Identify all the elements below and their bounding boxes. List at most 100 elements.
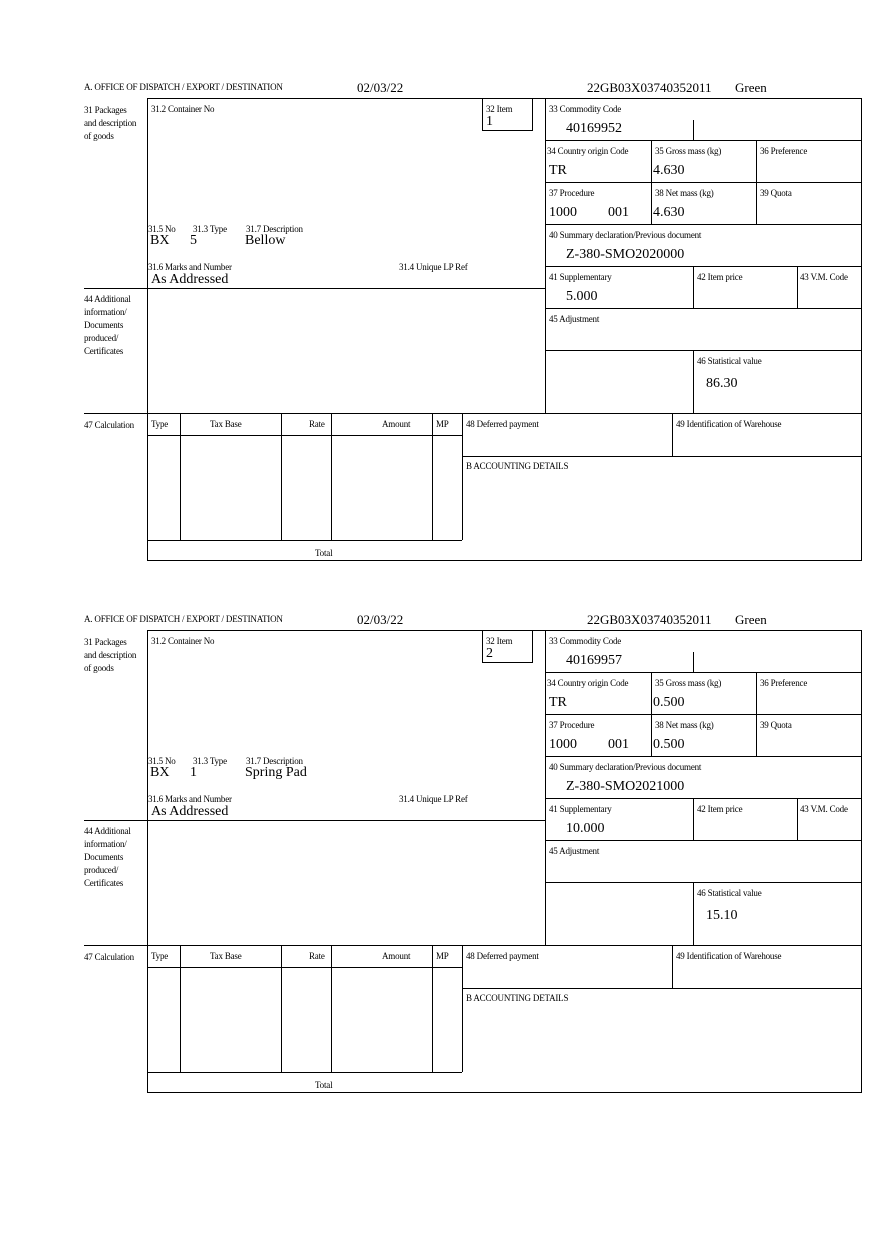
calculation-label: 47 Calculation (84, 420, 134, 430)
package-type: 1 (190, 765, 197, 780)
item-declaration-block: A. OFFICE OF DISPATCH / EXPORT / DESTINA… (0, 76, 882, 561)
rule (462, 413, 463, 540)
summary-declaration: Z-380-SMO2021000 (566, 779, 685, 794)
rule (331, 413, 332, 540)
package-no: BX (150, 233, 170, 248)
net-mass-label: 38 Net mass (kg) (655, 188, 714, 198)
procedure-suffix: 001 (608, 737, 629, 752)
dotted-rule (545, 882, 546, 945)
net-mass-label: 38 Net mass (kg) (655, 720, 714, 730)
procedure-code: 1000 (549, 737, 577, 752)
rule (672, 413, 673, 456)
total-label: Total (315, 548, 333, 558)
total-label: Total (315, 1080, 333, 1090)
rule (147, 630, 862, 631)
summary-declaration: Z-380-SMO2020000 (566, 247, 685, 262)
rule (147, 630, 148, 1092)
amount-column-header: Amount (382, 419, 411, 429)
reference-number: 22GB03X03740352011 (587, 80, 712, 95)
rule (432, 413, 433, 540)
rule (281, 413, 282, 540)
vm-code-label: 43 V.M. Code (800, 272, 848, 282)
accounting-details-label: B ACCOUNTING DETAILS (466, 461, 569, 471)
rule (331, 945, 332, 1072)
rule (281, 945, 282, 1072)
procedure-label: 37 Procedure (549, 188, 595, 198)
rule (545, 266, 862, 267)
statistical-value-label: 46 Statistical value (697, 888, 762, 898)
goods-description: Spring Pad (245, 765, 307, 780)
quota-label: 39 Quota (760, 188, 792, 198)
packages-label: 31 Packages and description of goods (84, 637, 137, 673)
mp-column-header: MP (436, 419, 449, 429)
commodity-code-label: 33 Commodity Code (549, 636, 622, 646)
quota-label: 39 Quota (760, 720, 792, 730)
marks-value: As Addressed (151, 272, 229, 287)
description-label: 31.7 Description (246, 224, 303, 234)
commodity-code: 40169952 (566, 121, 622, 136)
additional-info-label: 44 Additional information/ Documents pro… (84, 826, 131, 888)
package-type: 5 (190, 233, 197, 248)
reference-number: 22GB03X03740352011 (587, 612, 712, 627)
rule (861, 630, 862, 1092)
unique-lp-ref-label: 31.4 Unique LP Ref (399, 794, 468, 804)
rule (462, 456, 862, 457)
deferred-payment-label: 48 Deferred payment (466, 951, 539, 961)
statistical-value: 86.30 (706, 376, 738, 391)
rate-column-header: Rate (309, 951, 325, 961)
warehouse-label: 49 Identification of Warehouse (676, 419, 782, 429)
description-label: 31.7 Description (246, 756, 303, 766)
statistical-value: 15.10 (706, 908, 738, 923)
rule (432, 945, 433, 1072)
item-price-label: 42 Item price (697, 272, 743, 282)
rule (545, 308, 862, 309)
rule (147, 98, 862, 99)
supplementary-label: 41 Supplementary (549, 272, 612, 282)
deferred-payment-label: 48 Deferred payment (466, 419, 539, 429)
rule (797, 266, 798, 308)
net-mass: 4.630 (653, 205, 685, 220)
additional-info-label: 44 Additional information/ Documents pro… (84, 294, 131, 356)
accounting-details-label: B ACCOUNTING DETAILS (466, 993, 569, 1003)
no-label: 31.5 No (148, 756, 176, 766)
preference-label: 36 Preference (760, 146, 808, 156)
rule (147, 98, 148, 560)
rule (651, 672, 652, 756)
rule (756, 140, 757, 224)
rule (545, 224, 862, 225)
rule (797, 798, 798, 840)
rule (545, 714, 862, 715)
marks-label: 31.6 Marks and Number (148, 794, 232, 804)
item-number: 1 (486, 114, 493, 129)
rule (545, 840, 862, 841)
container-no-label: 31.2 Container No (151, 104, 215, 114)
rule (545, 140, 862, 141)
rule (545, 350, 862, 351)
calculation-label: 47 Calculation (84, 952, 134, 962)
item-number: 2 (486, 646, 493, 661)
rule (180, 413, 181, 540)
rule (651, 140, 652, 224)
unique-lp-ref-label: 31.4 Unique LP Ref (399, 262, 468, 272)
rule (693, 120, 694, 140)
rule (672, 945, 673, 988)
procedure-suffix: 001 (608, 205, 629, 220)
route: Green (735, 80, 767, 95)
type-column-header: Type (151, 951, 169, 961)
rule (462, 945, 463, 1072)
rule (545, 98, 546, 413)
vm-code-label: 43 V.M. Code (800, 804, 848, 814)
net-mass: 0.500 (653, 737, 685, 752)
rule (147, 435, 462, 436)
country-origin: TR (549, 695, 567, 710)
rule (545, 882, 862, 883)
country-origin-label: 34 Country origin Code (547, 678, 629, 688)
packages-label: 31 Packages and description of goods (84, 105, 137, 141)
rule (545, 756, 862, 757)
rule (693, 882, 694, 945)
summary-declaration-label: 40 Summary declaration/Previous document (549, 230, 702, 240)
country-origin: TR (549, 163, 567, 178)
type-label: 31.3 Type (193, 756, 227, 766)
gross-mass-label: 35 Gross mass (kg) (655, 146, 722, 156)
rule (693, 350, 694, 413)
